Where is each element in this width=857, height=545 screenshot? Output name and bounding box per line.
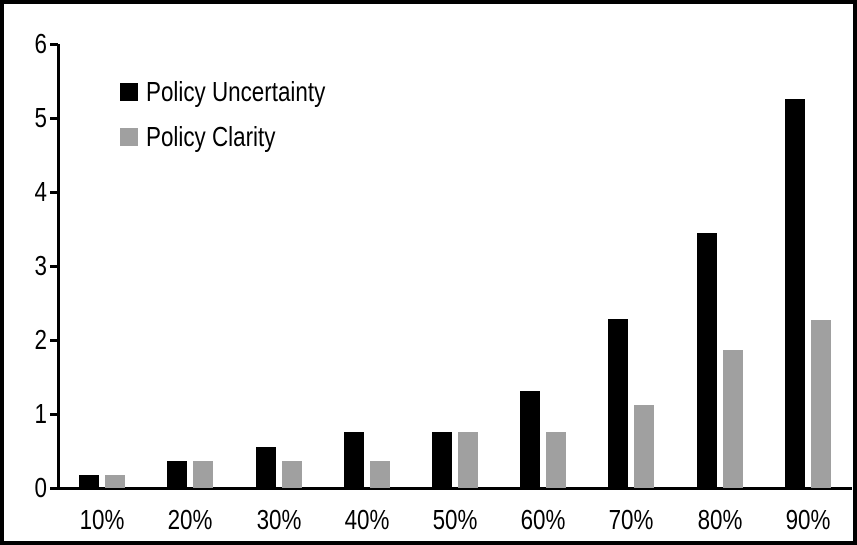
bar-policy-uncertainty-50pct bbox=[432, 431, 452, 488]
x-axis-category-label-30pct: 30% bbox=[256, 504, 301, 535]
bar-policy-clarity-10pct bbox=[105, 475, 126, 488]
y-axis-tick-4 bbox=[50, 190, 58, 194]
bar-policy-uncertainty-40pct bbox=[343, 431, 364, 488]
bar-policy-clarity-50pct bbox=[458, 431, 478, 488]
bar-policy-uncertainty-10pct bbox=[79, 475, 100, 488]
legend-swatch-policy-clarity bbox=[120, 128, 138, 146]
bar-policy-uncertainty-80pct bbox=[696, 232, 717, 488]
y-axis-tick-1 bbox=[50, 412, 58, 416]
x-axis-category-label-40pct: 40% bbox=[344, 504, 390, 535]
y-axis-tick-label-3: 3 bbox=[34, 250, 47, 281]
bar-policy-uncertainty-60pct bbox=[520, 391, 541, 488]
bar-policy-clarity-40pct bbox=[369, 460, 390, 488]
legend-swatch-policy-uncertainty bbox=[120, 83, 138, 101]
y-axis-tick-3 bbox=[50, 264, 58, 268]
bar-policy-uncertainty-30pct bbox=[255, 447, 276, 488]
y-axis-tick-label-4: 4 bbox=[34, 176, 47, 207]
y-axis-tick-6 bbox=[50, 42, 58, 46]
bar-policy-clarity-30pct bbox=[281, 460, 302, 488]
legend-label-policy-uncertainty: Policy Uncertainty bbox=[146, 76, 326, 107]
y-axis-tick-0 bbox=[50, 486, 58, 490]
y-axis-tick-label-6: 6 bbox=[34, 28, 47, 59]
x-axis-category-label-80pct: 80% bbox=[697, 504, 743, 535]
bar-policy-uncertainty-90pct bbox=[784, 98, 805, 488]
y-axis-line bbox=[57, 44, 60, 490]
legend-item-policy-uncertainty: Policy Uncertainty bbox=[120, 74, 370, 110]
legend-item-policy-clarity: Policy Clarity bbox=[120, 119, 370, 155]
bar-policy-uncertainty-70pct bbox=[608, 319, 629, 488]
y-axis-tick-label-2: 2 bbox=[34, 324, 47, 355]
x-axis-category-label-20pct: 20% bbox=[167, 504, 213, 535]
x-axis-category-label-70pct: 70% bbox=[609, 504, 654, 535]
legend: Policy Uncertainty Policy Clarity bbox=[120, 74, 370, 164]
y-axis-tick-label-1: 1 bbox=[34, 398, 47, 429]
bar-policy-clarity-80pct bbox=[722, 350, 743, 488]
x-axis-category-label-50pct: 50% bbox=[432, 504, 478, 535]
x-axis-line bbox=[57, 487, 852, 490]
y-axis-tick-label-5: 5 bbox=[34, 102, 47, 133]
y-axis-tick-5 bbox=[50, 116, 58, 120]
y-axis-tick-label-0: 0 bbox=[34, 472, 47, 503]
x-axis-category-label-60pct: 60% bbox=[520, 504, 566, 535]
bar-policy-clarity-60pct bbox=[546, 431, 567, 488]
y-axis-tick-2 bbox=[50, 338, 58, 342]
x-axis-category-label-10pct: 10% bbox=[79, 504, 125, 535]
bar-policy-clarity-70pct bbox=[634, 405, 655, 488]
bar-policy-clarity-90pct bbox=[810, 320, 831, 488]
bar-policy-uncertainty-20pct bbox=[167, 460, 188, 488]
x-axis-category-label-90pct: 90% bbox=[785, 504, 831, 535]
bar-policy-clarity-20pct bbox=[193, 460, 214, 488]
legend-label-policy-clarity: Policy Clarity bbox=[146, 121, 276, 152]
